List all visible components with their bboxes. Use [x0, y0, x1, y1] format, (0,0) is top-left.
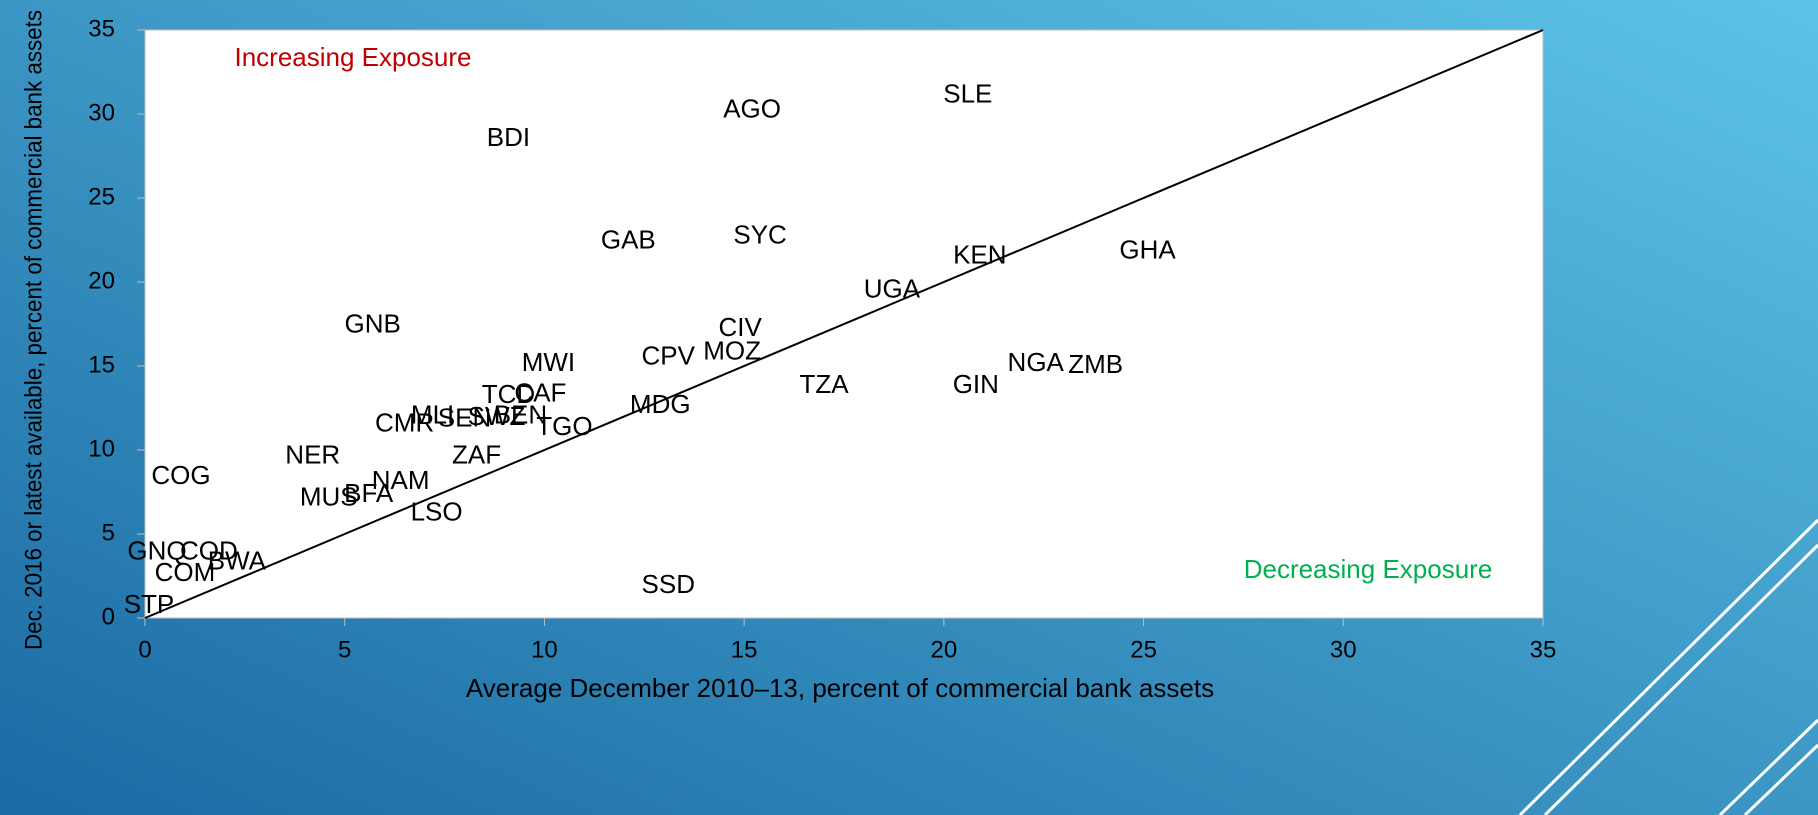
- point-label: ZAF: [452, 440, 501, 470]
- x-tick-label: 25: [1130, 636, 1157, 663]
- point-label: TZA: [799, 369, 849, 399]
- point-label: GNQ: [127, 535, 186, 565]
- y-tick-label: 15: [88, 351, 115, 378]
- x-tick-label: 30: [1330, 636, 1357, 663]
- point-label: GAB: [601, 225, 656, 255]
- diagonal-line: [144, 29, 1544, 619]
- point-label: LSO: [411, 497, 463, 527]
- point-label: SSD: [642, 569, 695, 599]
- point-label: NAM: [372, 465, 430, 495]
- y-tick-label: 20: [88, 267, 115, 294]
- annotation: Increasing Exposure: [234, 42, 471, 72]
- y-tick-label: 10: [88, 435, 115, 462]
- annotation: Decreasing Exposure: [1244, 554, 1493, 584]
- point-label: COD: [180, 535, 238, 565]
- point-label: KEN: [953, 240, 1006, 270]
- y-tick-label: 30: [88, 99, 115, 126]
- point-label: MUS: [300, 482, 358, 512]
- point-label: ZMB: [1068, 349, 1123, 379]
- point-label: AGO: [723, 94, 781, 124]
- y-tick-label: 5: [102, 519, 115, 546]
- point-label: CIV: [718, 312, 762, 342]
- point-label: BWA: [208, 545, 267, 575]
- y-tick-label: 35: [88, 15, 115, 42]
- x-tick-label: 10: [531, 636, 558, 663]
- x-tick-label: 15: [731, 636, 758, 663]
- point-label: BEN: [494, 399, 547, 429]
- point-label: SWZ: [468, 401, 526, 431]
- point-label: UGA: [864, 273, 921, 303]
- point-label: GIN: [953, 369, 999, 399]
- point-label: TCD: [482, 379, 535, 409]
- point-label: MLI: [411, 399, 454, 429]
- point-label: COM: [155, 557, 216, 587]
- x-axis-label: Average December 2010–13, percent of com…: [466, 673, 1214, 703]
- decoration: [1518, 518, 1818, 815]
- point-label: CPV: [642, 340, 696, 370]
- point-label: COG: [151, 460, 210, 490]
- point-label: CMR: [375, 408, 434, 438]
- point-label: NER: [285, 440, 340, 470]
- point-label: NGA: [1008, 347, 1065, 377]
- point-label: MDG: [630, 389, 691, 419]
- y-tick-label: 25: [88, 183, 115, 210]
- point-label: SLE: [943, 78, 992, 108]
- point-label: SEN: [438, 403, 491, 433]
- point-label: SYC: [733, 220, 786, 250]
- point-label: BDI: [487, 122, 530, 152]
- y-tick-label: 0: [102, 603, 115, 630]
- x-tick-label: 20: [931, 636, 958, 663]
- point-label: TGO: [536, 411, 592, 441]
- y-axis-label: Dec. 2016 or latest available, percent o…: [20, 10, 47, 650]
- point-label: GNB: [345, 309, 401, 339]
- point-label: STP: [124, 589, 175, 619]
- x-tick-label: 5: [338, 636, 351, 663]
- point-label: CAF: [514, 377, 566, 407]
- x-tick-label: 0: [138, 636, 151, 663]
- point-label: MOZ: [703, 335, 761, 365]
- x-tick-label: 35: [1530, 636, 1557, 663]
- point-label: BFA: [344, 478, 394, 508]
- point-label: GHA: [1119, 235, 1176, 265]
- point-label: MWI: [522, 347, 575, 377]
